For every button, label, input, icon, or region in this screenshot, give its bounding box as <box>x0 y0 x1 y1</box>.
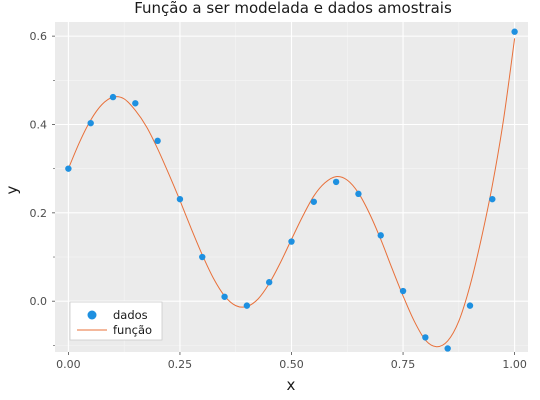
data-point <box>243 302 251 309</box>
y-tick-label: 0.4 <box>30 118 48 131</box>
x-tick-label: 0.00 <box>56 358 81 371</box>
x-tick-label: 0.50 <box>279 358 304 371</box>
data-point <box>466 302 474 309</box>
y-tick-label: 0.0 <box>30 295 48 308</box>
legend-label-funcao: função <box>113 323 152 337</box>
x-tick-label: 0.75 <box>391 358 416 371</box>
y-tick-label: 0.2 <box>30 207 48 220</box>
data-point <box>176 195 184 203</box>
data-point <box>310 198 318 205</box>
data-point <box>332 178 340 186</box>
data-point <box>132 100 139 107</box>
data-point <box>377 232 384 239</box>
x-tick-label: 1.00 <box>502 358 527 371</box>
y-tick-label: 0.6 <box>30 30 48 43</box>
data-point <box>154 137 161 145</box>
grid <box>55 22 528 352</box>
data-point <box>422 334 429 341</box>
data-point <box>355 190 362 198</box>
data-point <box>511 28 518 35</box>
axis-ticks: 0.00 0.25 0.50 0.75 1.00 0.0 0.2 0.4 0.6 <box>30 30 527 371</box>
scatter-series <box>65 28 518 352</box>
data-point <box>199 253 206 261</box>
x-axis-label: x <box>287 376 296 394</box>
chart-title: Função a ser modelada e dados amostrais <box>134 0 452 17</box>
legend-box <box>69 301 163 341</box>
data-point <box>399 287 407 295</box>
legend-marker-dados <box>87 310 97 320</box>
data-point <box>109 93 117 101</box>
data-point <box>489 195 496 203</box>
legend-label-dados: dados <box>113 308 148 322</box>
y-axis-label: y <box>3 185 21 194</box>
funcao-line <box>67 38 516 348</box>
data-point <box>265 279 273 286</box>
data-point <box>444 345 451 352</box>
data-point <box>288 238 295 245</box>
data-point <box>65 165 72 172</box>
legend: dados função <box>69 301 163 341</box>
x-tick-label: 0.25 <box>168 358 193 371</box>
data-point <box>87 119 94 127</box>
data-point <box>221 293 228 300</box>
line-series <box>67 38 516 348</box>
